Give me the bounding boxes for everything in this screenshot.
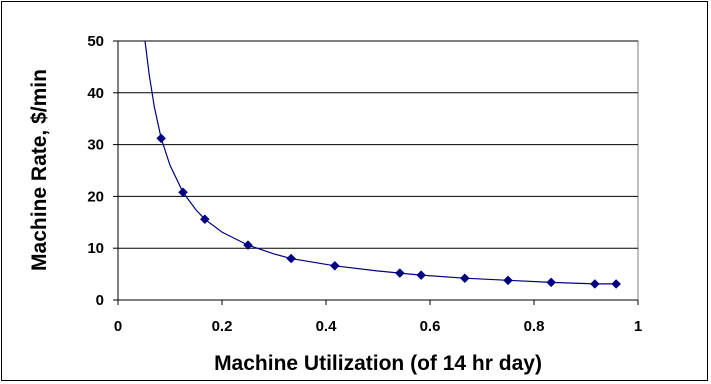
data-point xyxy=(156,133,167,144)
data-point xyxy=(503,275,513,286)
y-tick-label: 10 xyxy=(87,240,104,257)
x-tick-label: 0 xyxy=(114,318,122,335)
data-point xyxy=(178,187,188,198)
y-tick-label: 40 xyxy=(87,85,104,102)
x-tick-label: 0.4 xyxy=(316,318,338,335)
data-point xyxy=(243,240,253,250)
data-point xyxy=(199,214,210,225)
x-tick-label: 1 xyxy=(634,318,642,335)
y-tick-label: 30 xyxy=(87,137,104,154)
data-point xyxy=(329,260,340,271)
y-tick-label: 50 xyxy=(87,33,104,50)
data-point xyxy=(546,277,557,288)
x-axis-title: Machine Utilization (of 14 hr day) xyxy=(214,352,542,375)
plot-area xyxy=(117,40,639,301)
data-point xyxy=(286,253,297,264)
y-axis-title: Machine Rate, $/min xyxy=(28,69,51,271)
y-tick-label: 20 xyxy=(87,188,104,205)
x-tick-label: 0.8 xyxy=(524,318,545,335)
x-tick-labels: 0 0.2 0.4 0.6 0.8 1 xyxy=(114,318,642,335)
data-point xyxy=(416,270,427,280)
data-point xyxy=(394,268,405,278)
x-tick-label: 0.2 xyxy=(212,318,233,335)
gridlines xyxy=(118,40,638,249)
x-tick-label: 0.6 xyxy=(420,318,441,335)
y-tick-labels: 0 10 20 30 40 50 xyxy=(87,33,104,309)
fit-curve xyxy=(144,40,617,285)
data-point xyxy=(459,273,470,284)
y-tick-label: 0 xyxy=(96,292,104,309)
series xyxy=(144,40,622,289)
data-point xyxy=(611,279,622,289)
axes xyxy=(113,40,639,305)
data-point xyxy=(589,279,600,289)
